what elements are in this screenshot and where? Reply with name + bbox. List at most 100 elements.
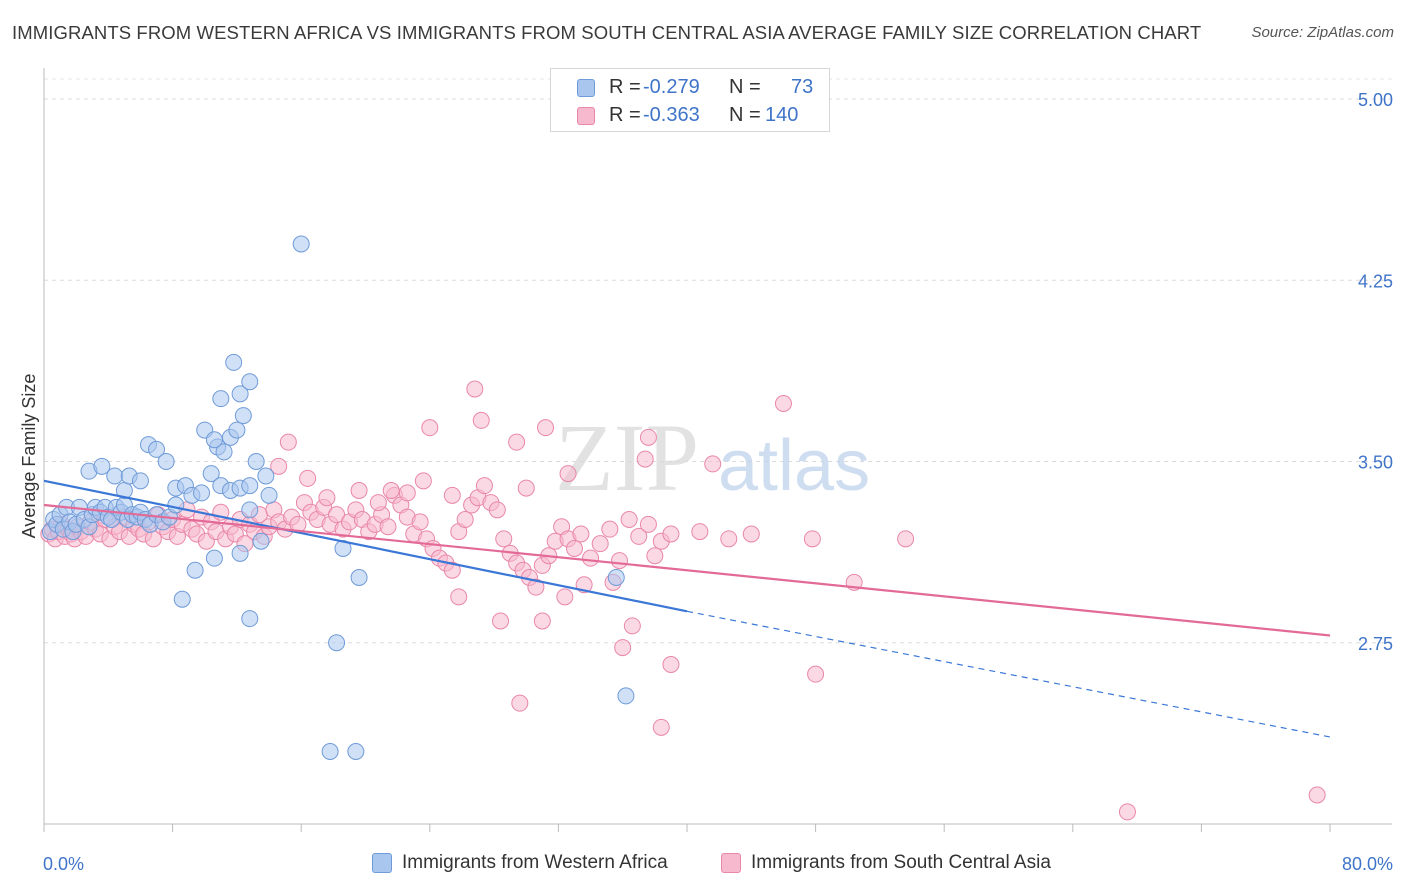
scatter-point: [742, 525, 760, 543]
legend-label: Immigrants from Western Africa: [402, 852, 668, 873]
scatter-point: [225, 353, 243, 371]
scatter-point: [533, 612, 551, 630]
scatter-point: [350, 482, 368, 499]
scatter-point: [328, 506, 346, 524]
scatter-point: [652, 718, 670, 736]
scatter-point: [565, 540, 583, 557]
scatter-point: [167, 496, 185, 514]
trend-line-western-africa: [43, 479, 688, 613]
scatter-point: [639, 428, 657, 446]
scatter-point: [803, 530, 821, 548]
scatter-point: [247, 453, 265, 470]
scatter-point: [662, 656, 680, 673]
scatter-point: [421, 419, 439, 437]
watermark: ZIP atlas: [555, 404, 870, 511]
scatter-point: [186, 561, 204, 579]
scatter-point: [662, 525, 680, 543]
scatter-point: [607, 569, 625, 586]
scatter-point: [630, 527, 648, 545]
scatter-point: [623, 617, 641, 635]
y-tick-label: 3.50: [1358, 453, 1393, 473]
scatter-point: [508, 433, 526, 451]
scatter-point: [610, 552, 628, 570]
scatter-point: [321, 743, 339, 760]
y-axis-label: Average Family Size: [19, 374, 39, 539]
scatter-point: [379, 518, 397, 536]
scatter-point: [443, 561, 461, 579]
scatter-point: [527, 578, 545, 596]
r-value: -0.363: [643, 104, 700, 126]
y-tick-label: 5.00: [1358, 90, 1393, 110]
scatter-point: [1118, 803, 1136, 821]
scatter-point: [241, 477, 259, 495]
chart-title: IMMIGRANTS FROM WESTERN AFRICA VS IMMIGR…: [12, 22, 1202, 43]
scatter-point: [614, 639, 632, 657]
x-tick-max: 80.0%: [1342, 854, 1393, 874]
scatter-point: [148, 440, 166, 458]
scatter-point: [897, 530, 915, 548]
scatter-point: [411, 513, 429, 531]
scatter-point: [260, 486, 278, 504]
scatter-point: [292, 235, 310, 253]
axes: [43, 68, 1392, 832]
chart-source: Source: ZipAtlas.com: [1251, 24, 1394, 41]
scatter-point: [193, 484, 211, 502]
scatter-point: [382, 482, 400, 499]
scatter-point: [591, 535, 609, 553]
scatter-point: [572, 525, 590, 543]
scatter-point: [450, 588, 468, 606]
scatter-point: [157, 453, 175, 470]
scatter-point: [620, 511, 638, 528]
trend-line-south-central-asia: [43, 503, 1331, 637]
r-label: R =: [609, 76, 641, 98]
scatter-point: [215, 443, 233, 461]
scatter-point: [511, 694, 529, 712]
legend-swatch-pink: [721, 853, 741, 873]
scatter-point: [492, 612, 510, 630]
series-western-africa: [41, 235, 635, 760]
scatter-point: [106, 467, 124, 485]
scatter-point: [231, 544, 249, 562]
scatter-point: [488, 501, 506, 519]
scatter-point: [774, 395, 792, 412]
scatter-point: [241, 610, 259, 628]
watermark-atlas: atlas: [718, 426, 870, 506]
n-value: 73: [791, 76, 814, 98]
trend-line-western-africa-extrapolated: [686, 610, 1331, 738]
scatter-point: [241, 501, 259, 519]
scatter-point: [466, 380, 484, 398]
scatter-point: [456, 511, 474, 528]
scatter-point: [704, 455, 722, 473]
scatter-point: [131, 472, 149, 490]
n-label: N =: [729, 76, 761, 98]
scatter-point: [350, 569, 368, 586]
scatter-point: [205, 431, 223, 449]
stats-swatch-pink: [577, 107, 595, 125]
r-value: -0.279: [643, 76, 700, 98]
scatter-point: [173, 590, 191, 608]
scatter-point: [212, 390, 230, 408]
scatter-point: [241, 373, 259, 391]
n-value: 140: [765, 104, 799, 126]
scatter-point: [472, 411, 490, 429]
scatter-point: [517, 479, 535, 497]
stats-legend-box: R = -0.279 N = 73 R = -0.363 N = 140: [550, 68, 830, 132]
scatter-point: [1308, 786, 1326, 804]
stats-row-western-africa: R = -0.279 N = 73: [551, 72, 829, 102]
scatter-point: [691, 523, 709, 541]
scatter-point: [617, 687, 635, 705]
chart-legend: Immigrants from Western Africa Immigrant…: [0, 848, 1406, 880]
scatter-point: [347, 743, 365, 760]
scatter-point: [720, 530, 738, 548]
scatter-point: [279, 433, 297, 451]
scatter-point: [807, 665, 825, 683]
legend-swatch-blue: [372, 853, 392, 873]
y-tick-label: 2.75: [1358, 634, 1393, 654]
scatter-point: [414, 472, 432, 490]
scatter-point: [398, 484, 416, 502]
scatter-point: [537, 419, 555, 437]
n-label: N =: [729, 104, 761, 126]
watermark-zip: ZIP: [555, 404, 699, 511]
scatter-point: [475, 477, 493, 495]
